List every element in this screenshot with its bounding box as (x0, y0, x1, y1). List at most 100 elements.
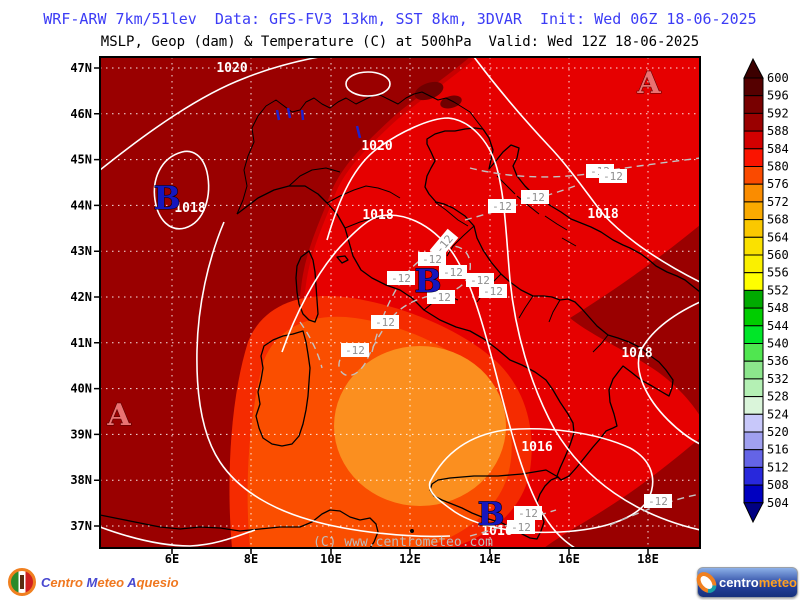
cb-seg (743, 95, 764, 114)
logo-word: eteo (97, 574, 128, 590)
temp-label-box (479, 284, 507, 298)
isobar-1018-ne (473, 57, 700, 283)
centro-meteo-aquesio-text: Centro Meteo Aquesio (41, 575, 179, 590)
island-elba (336, 255, 349, 264)
cb-label: 516 (767, 443, 789, 457)
lat-label: 44N (70, 198, 92, 212)
logo-word-centro: centro (718, 575, 759, 590)
isobar-label: 1018 (174, 201, 205, 216)
lat-ticks (94, 67, 100, 527)
temp-label: -12 (483, 285, 503, 298)
cb-seg (743, 484, 764, 504)
lon-label: 16E (558, 552, 580, 566)
isobar-label: 1020 (216, 61, 247, 76)
temp-label-box (418, 252, 446, 266)
cb-seg (743, 325, 764, 344)
lat-label: 42N (70, 290, 92, 304)
isobar-1018-east (637, 301, 700, 445)
cb-label: 532 (767, 372, 789, 386)
lon-label: 6E (165, 552, 179, 566)
lat-label: 43N (70, 244, 92, 258)
cb-label: 588 (767, 124, 789, 138)
lat-label: 41N (70, 336, 92, 350)
chart-title: MSLP, Geop (dam) & Temperature (C) at 50… (100, 34, 700, 50)
temp-label: -12 (391, 272, 411, 285)
coastline-balkans (482, 128, 700, 293)
temp-label: -12 (375, 316, 395, 329)
centro-meteo-aquesio-icon (8, 568, 36, 596)
temp-label-box (387, 271, 415, 285)
temp-label-box (507, 520, 535, 534)
cb-seg (743, 289, 764, 309)
isobar-label: 1018 (362, 208, 393, 223)
cb-label: 600 (767, 71, 789, 85)
temp-label: -12 (422, 253, 442, 266)
cb-label: 560 (767, 248, 789, 262)
island-pantelleria (410, 529, 414, 533)
temp-label: -12 (492, 200, 512, 213)
cb-seg (743, 431, 764, 451)
grid-lines (100, 57, 700, 548)
cb-seg (743, 307, 764, 327)
cb-seg (743, 413, 764, 433)
logo-word: quesio (136, 574, 179, 590)
fill-alps-maroon-2 (440, 95, 462, 109)
cb-seg (743, 466, 764, 486)
cb-seg (743, 183, 764, 203)
cb-seg (743, 449, 764, 468)
cb-label: 552 (767, 283, 789, 297)
low-center-central: B (414, 262, 441, 300)
isobar-west-long (196, 221, 451, 538)
cb-seg (743, 148, 764, 168)
croatian-islands (496, 175, 577, 247)
alpine-lakes (275, 107, 362, 139)
centro-meteo-aquesio-logo: Centro Meteo Aquesio (8, 566, 179, 598)
cb-label: 572 (767, 195, 789, 209)
cb-seg (743, 130, 764, 150)
isobar-1020-alps-oval (345, 71, 391, 97)
lat-axis: 47N 46N 45N 44N 43N 42N 41N 40N 39N 38N … (70, 61, 92, 533)
lat-label: 47N (70, 61, 92, 75)
temp-label-box (599, 169, 627, 183)
lon-label: 14E (479, 552, 501, 566)
temp-label-box (427, 290, 455, 304)
isobar-africa (100, 526, 256, 547)
logo-letter: A (127, 574, 137, 590)
cb-label: 548 (767, 301, 789, 315)
lat-label: 45N (70, 153, 92, 167)
cb-label: 508 (767, 478, 789, 492)
cb-label: 564 (767, 230, 789, 244)
logo-letter: C (41, 574, 51, 590)
cb-seg (743, 360, 764, 380)
temp-label: -12 (345, 344, 365, 357)
cb-seg (743, 272, 764, 291)
cb-seg (743, 343, 764, 362)
lon-label: 12E (399, 552, 421, 566)
cb-seg (743, 77, 764, 97)
cb-seg (743, 396, 764, 415)
cb-label: 524 (767, 407, 789, 421)
lat-label: 40N (70, 382, 92, 396)
high-center-ne: A (636, 66, 661, 101)
temp-label: -12 (511, 521, 531, 534)
temp-contour-ne (469, 157, 700, 178)
temp-label-box (644, 494, 672, 508)
isobar-label: 1016 (521, 440, 552, 455)
alps-borders (236, 91, 484, 215)
cb-seg (743, 112, 764, 132)
isobar-1018-nw-loop (153, 150, 210, 230)
cb-seg (743, 219, 764, 238)
temp-label: -12 (431, 291, 451, 304)
cb-seg (743, 166, 764, 185)
temp-label-box (371, 315, 399, 329)
low-center-south: B (477, 495, 504, 533)
high-center-sw: A (106, 398, 131, 433)
lat-label: 37N (70, 519, 92, 533)
cb-label: 568 (767, 213, 789, 227)
coastline-sardinia (255, 330, 311, 447)
temp-label-box (466, 273, 494, 287)
isobar-label: 1018 (587, 207, 618, 222)
low-center-nw: B (153, 179, 180, 217)
